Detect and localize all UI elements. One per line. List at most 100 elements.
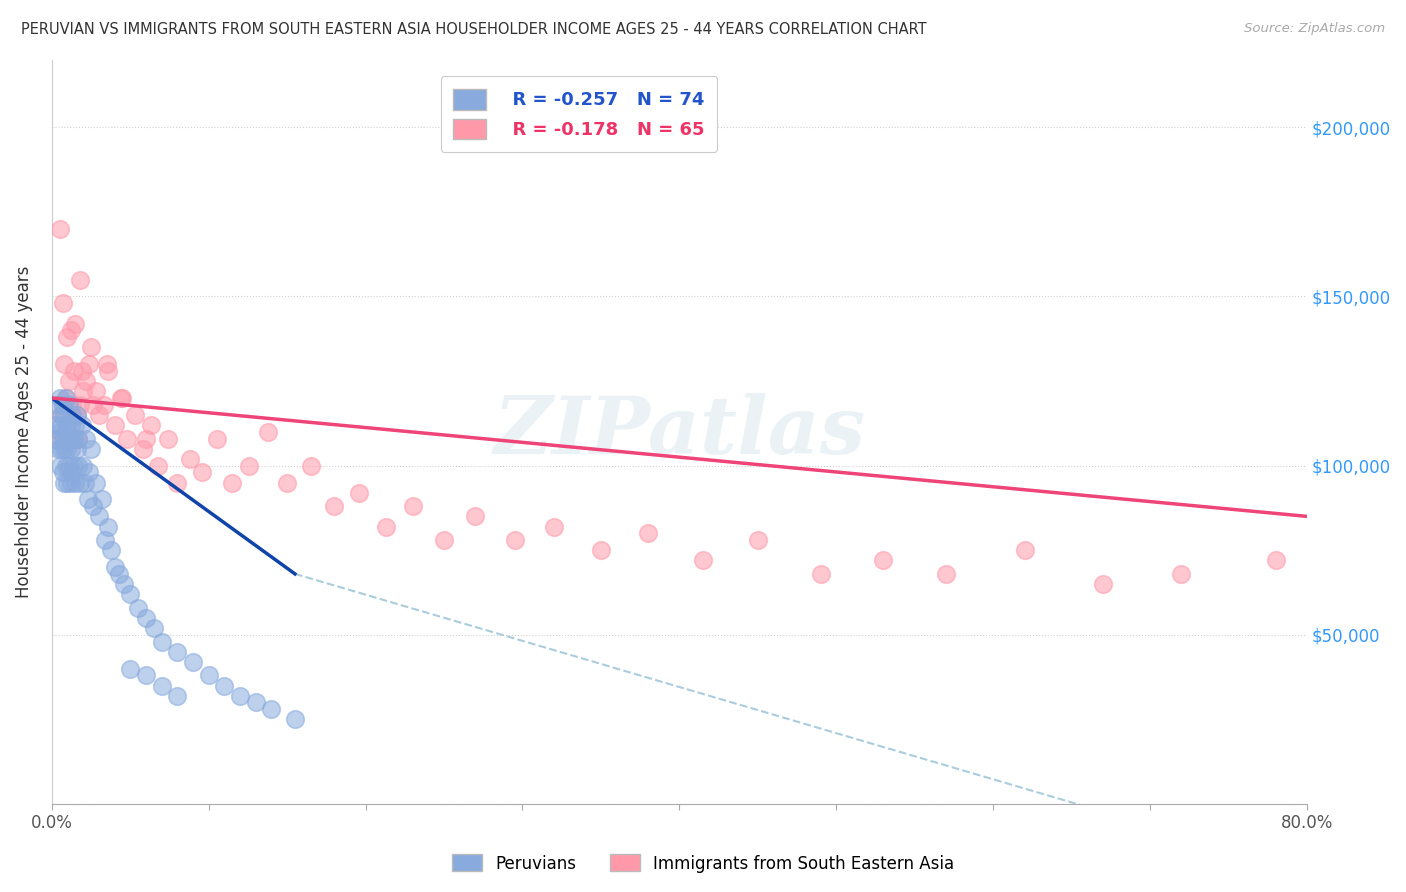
Point	[589, 543, 612, 558]
Point	[1092, 577, 1115, 591]
Point	[214, 679, 236, 693]
Point	[323, 500, 346, 514]
Point	[48, 391, 70, 405]
Point	[59, 475, 82, 490]
Point	[65, 475, 87, 490]
Legend: Peruvians, Immigrants from South Eastern Asia: Peruvians, Immigrants from South Eastern…	[446, 847, 960, 880]
Point	[205, 432, 228, 446]
Point	[55, 458, 77, 473]
Point	[65, 417, 87, 432]
Point	[127, 600, 149, 615]
Point	[53, 357, 76, 371]
Point	[73, 475, 96, 490]
Point	[1170, 566, 1192, 581]
Point	[872, 553, 894, 567]
Point	[55, 391, 77, 405]
Point	[166, 645, 188, 659]
Text: ZIPatlas: ZIPatlas	[494, 393, 866, 471]
Point	[229, 689, 252, 703]
Point	[810, 566, 832, 581]
Point	[120, 662, 142, 676]
Point	[44, 432, 66, 446]
Point	[46, 442, 69, 456]
Point	[100, 543, 122, 558]
Point	[637, 526, 659, 541]
Point	[112, 577, 135, 591]
Point	[56, 442, 79, 456]
Point	[45, 432, 67, 446]
Point	[503, 533, 526, 547]
Point	[48, 458, 70, 473]
Point	[58, 374, 80, 388]
Point	[55, 391, 77, 405]
Point	[62, 458, 84, 473]
Point	[67, 458, 90, 473]
Point	[58, 398, 80, 412]
Point	[56, 417, 79, 432]
Point	[80, 340, 103, 354]
Point	[375, 519, 398, 533]
Point	[692, 553, 714, 567]
Point	[166, 689, 188, 703]
Point	[51, 442, 73, 456]
Point	[53, 475, 76, 490]
Point	[82, 398, 104, 412]
Point	[67, 432, 90, 446]
Point	[191, 466, 214, 480]
Point	[257, 425, 280, 439]
Point	[75, 374, 97, 388]
Point	[135, 611, 157, 625]
Point	[284, 712, 307, 726]
Point	[94, 533, 117, 547]
Point	[51, 417, 73, 432]
Point	[52, 398, 75, 412]
Point	[56, 475, 79, 490]
Point	[747, 533, 769, 547]
Point	[110, 391, 132, 405]
Point	[69, 475, 91, 490]
Point	[75, 432, 97, 446]
Point	[66, 408, 89, 422]
Point	[79, 466, 101, 480]
Point	[82, 500, 104, 514]
Point	[108, 566, 131, 581]
Point	[260, 702, 283, 716]
Point	[48, 221, 70, 235]
Text: Source: ZipAtlas.com: Source: ZipAtlas.com	[1244, 22, 1385, 36]
Point	[66, 442, 89, 456]
Point	[59, 417, 82, 432]
Point	[84, 384, 107, 399]
Point	[87, 408, 110, 422]
Point	[66, 408, 89, 422]
Point	[62, 364, 84, 378]
Point	[60, 408, 83, 422]
Point	[464, 509, 486, 524]
Point	[46, 398, 69, 412]
Point	[139, 417, 162, 432]
Point	[197, 668, 219, 682]
Point	[72, 384, 94, 399]
Point	[55, 425, 77, 439]
Point	[245, 696, 267, 710]
Point	[181, 655, 204, 669]
Point	[91, 492, 114, 507]
Point	[111, 391, 134, 405]
Point	[72, 458, 94, 473]
Point	[87, 509, 110, 524]
Point	[53, 442, 76, 456]
Point	[103, 560, 125, 574]
Point	[80, 442, 103, 456]
Point	[52, 432, 75, 446]
Point	[51, 408, 73, 422]
Point	[150, 679, 173, 693]
Point	[120, 587, 142, 601]
Point	[76, 492, 98, 507]
Point	[79, 357, 101, 371]
Point	[59, 442, 82, 456]
Point	[69, 272, 91, 286]
Point	[97, 364, 120, 378]
Point	[148, 458, 170, 473]
Point	[60, 398, 83, 412]
Point	[276, 475, 298, 490]
Point	[84, 475, 107, 490]
